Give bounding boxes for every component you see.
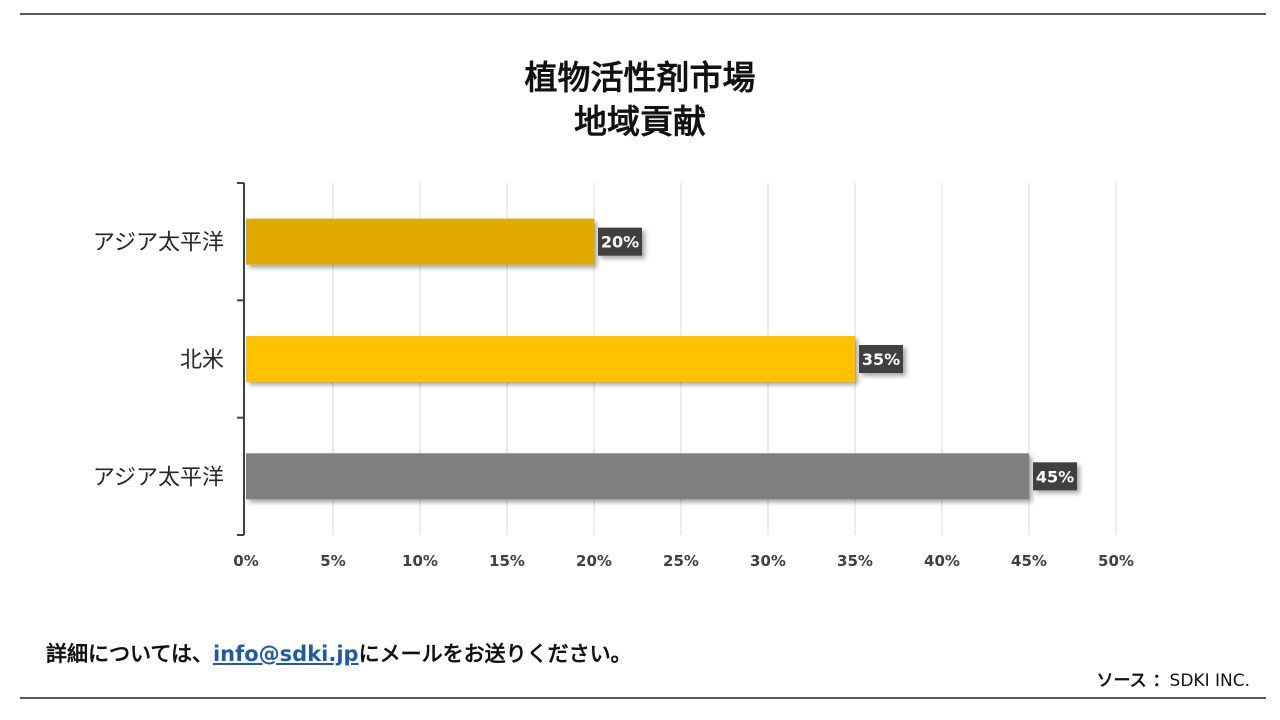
- x-tick-label: 45%: [1011, 552, 1047, 570]
- x-tick-label: 0%: [233, 552, 258, 570]
- bar: [246, 218, 594, 265]
- chart-title-line2: 地域貢献: [574, 102, 706, 141]
- top-rule: [20, 13, 1266, 15]
- bar: [246, 336, 855, 382]
- x-tick-label: 10%: [402, 552, 438, 570]
- x-tick-label: 20%: [576, 552, 612, 570]
- category-label: 北米: [180, 348, 224, 373]
- contact-prefix: 詳細については、: [46, 642, 213, 666]
- value-label-box: [1033, 462, 1077, 491]
- value-label: 20%: [601, 233, 639, 252]
- email-link[interactable]: info@sdki.jp: [212, 642, 359, 666]
- x-tick-label: 35%: [837, 552, 873, 570]
- value-label-box: [598, 227, 642, 256]
- x-tick-label: 30%: [750, 552, 786, 570]
- contact-suffix: にメールをお送りください。: [358, 642, 632, 666]
- value-label: 35%: [862, 350, 900, 369]
- chart-title-line1: 植物活性剤市場: [524, 58, 756, 97]
- source-note: ソース ：SDKI INC.: [1096, 666, 1250, 691]
- value-label-box: [859, 345, 903, 373]
- source-value: SDKI INC.: [1169, 671, 1250, 691]
- x-tick-label: 50%: [1098, 552, 1134, 570]
- category-label: アジア太平洋: [93, 231, 224, 256]
- chart-title: 植物活性剤市場 地域貢献: [0, 56, 1280, 144]
- x-tick-label: 25%: [663, 552, 699, 570]
- x-tick-label: 40%: [924, 552, 960, 570]
- value-label: 45%: [1036, 467, 1074, 486]
- x-tick-label: 5%: [320, 552, 345, 570]
- bottom-rule: [20, 697, 1266, 699]
- contact-note: 詳細については、info@sdki.jpにメールをお送りください。: [46, 638, 632, 668]
- source-label: ソース ：: [1096, 671, 1170, 691]
- x-tick-label: 15%: [489, 552, 525, 570]
- bar: [246, 453, 1029, 500]
- category-label: アジア太平洋: [93, 465, 224, 490]
